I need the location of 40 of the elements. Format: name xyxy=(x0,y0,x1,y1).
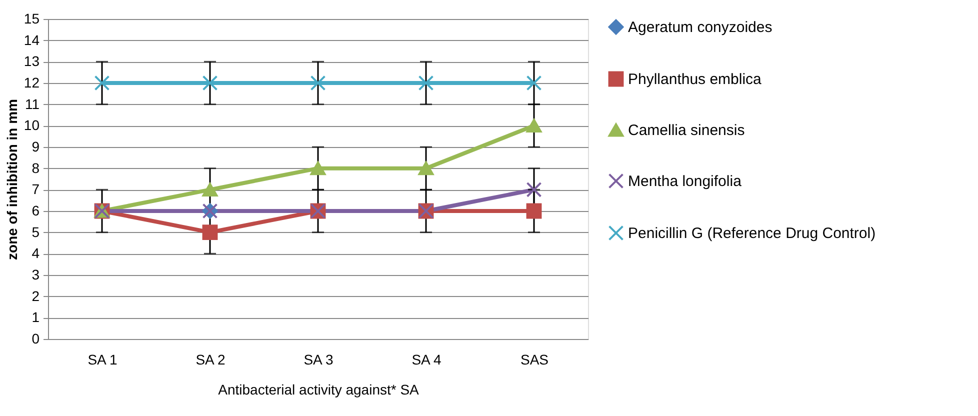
point xyxy=(202,182,218,196)
y-tick-label: 0 xyxy=(32,330,40,346)
y-tick-label: 5 xyxy=(32,224,40,240)
point xyxy=(526,203,542,219)
legend-label: Camellia sinensis xyxy=(628,122,745,139)
legend-label: Mentha longifolia xyxy=(628,173,742,190)
y-tick-label: 6 xyxy=(32,202,40,218)
y-tick-label: 10 xyxy=(24,117,40,134)
y-tick-label: 15 xyxy=(24,10,40,26)
point xyxy=(418,75,434,91)
y-tick-label: 1 xyxy=(32,309,40,326)
x-axis-title: Antibacterial activity against* SA xyxy=(218,382,420,398)
point xyxy=(94,75,110,91)
point xyxy=(310,75,326,91)
y-axis-title: zone of inhibition in mm xyxy=(4,99,20,260)
point xyxy=(526,118,542,132)
point xyxy=(202,224,218,240)
x-tick-label: SA 2 xyxy=(196,352,226,368)
point xyxy=(526,182,542,198)
y-tick-label: 3 xyxy=(32,266,40,282)
y-tick-label: 2 xyxy=(32,288,40,304)
legend-label: Ageratum conyzoides xyxy=(628,19,772,36)
legend-label: Phyllanthus emblica xyxy=(628,71,762,88)
x-tick-label: SA 3 xyxy=(304,352,334,368)
x-tick-label: SA 4 xyxy=(412,352,442,368)
x-tick-label: SAS xyxy=(520,352,549,368)
y-tick-label: 12 xyxy=(24,74,40,90)
point xyxy=(418,162,434,176)
y-tick-label: 14 xyxy=(24,32,40,48)
y-tick-label: 13 xyxy=(24,53,40,70)
y-tick-label: 9 xyxy=(32,138,40,154)
legend-label: Penicillin G (Reference Drug Control) xyxy=(628,225,876,242)
y-tick-label: 11 xyxy=(24,96,40,112)
y-tick-label: 8 xyxy=(32,160,40,176)
y-tick-label: 7 xyxy=(32,181,40,198)
x-tick-label: SA 1 xyxy=(88,352,118,368)
point xyxy=(202,75,218,91)
point xyxy=(526,75,542,91)
y-tick-label: 4 xyxy=(32,245,40,262)
point xyxy=(310,162,326,176)
